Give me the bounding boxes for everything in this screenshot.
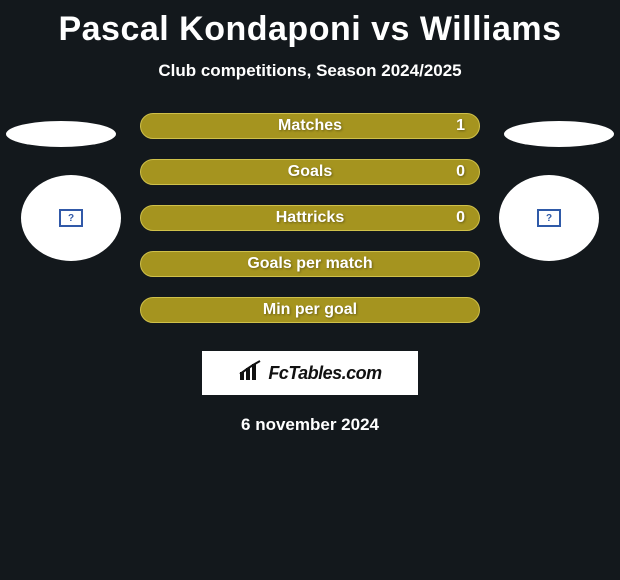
source-logo: FcTables.com [202,351,418,395]
bar-chart-icon [238,360,264,387]
stat-right-value: 0 [456,163,465,181]
stat-row-goals-per-match: Goals per match [140,251,480,277]
stat-right-value: 0 [456,209,465,227]
generation-date: 6 november 2024 [0,415,620,435]
stat-row-matches: Matches 1 [140,113,480,139]
player-right-avatar: ? [499,175,599,261]
stats-list: Matches 1 Goals 0 Hattricks 0 Goals per … [140,113,480,323]
page-subtitle: Club competitions, Season 2024/2025 [0,61,620,81]
content-area: ? ? Matches 1 Goals 0 Hattricks 0 Goals … [0,113,620,435]
player-right-placeholder-icon: ? [537,209,561,227]
stat-label: Goals per match [247,255,372,273]
source-logo-text: FcTables.com [268,363,381,384]
stat-label: Matches [278,117,342,135]
player-left-placeholder-icon: ? [59,209,83,227]
player-left-avatar: ? [21,175,121,261]
page-title: Pascal Kondaponi vs Williams [0,0,620,49]
stat-right-value: 1 [456,117,465,135]
stat-row-goals: Goals 0 [140,159,480,185]
stat-row-min-per-goal: Min per goal [140,297,480,323]
stat-label: Min per goal [263,301,357,319]
stat-label: Goals [288,163,332,181]
stat-label: Hattricks [276,209,344,227]
player-left-ellipse [6,121,116,147]
stat-row-hattricks: Hattricks 0 [140,205,480,231]
player-right-ellipse [504,121,614,147]
